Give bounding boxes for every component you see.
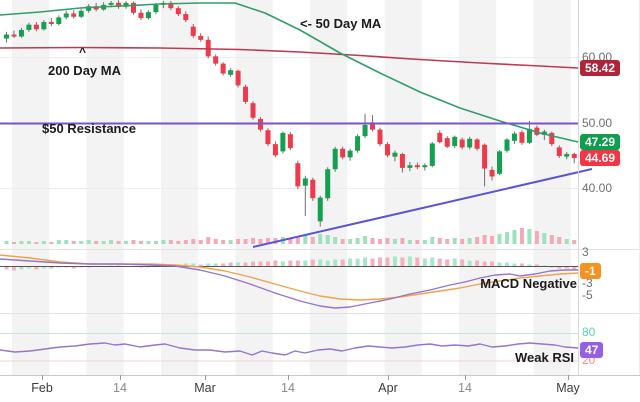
- time-axis-label: 14: [458, 381, 472, 395]
- macd-axis-label: 3: [582, 245, 589, 259]
- price-badge: 44.69: [580, 150, 621, 166]
- annotation-200-day-ma: 200 Day MA: [48, 63, 121, 78]
- time-axis-label: Feb: [31, 381, 53, 395]
- macd-axis-label: -5: [582, 288, 593, 302]
- time-axis-label: 14: [113, 381, 127, 395]
- annotation-caret-icon: ^: [79, 45, 87, 59]
- macd-value-badge: -1: [580, 263, 601, 279]
- time-axis-label: 14: [281, 381, 295, 395]
- macd-axis-label: -3: [582, 276, 593, 290]
- price-badge: 47.29: [580, 134, 621, 150]
- rsi-axis-label: 80: [582, 325, 596, 339]
- price-badge: 58.42: [580, 60, 621, 76]
- annotation-macd-negative: MACD Negative: [480, 276, 577, 291]
- time-axis-label: Apr: [378, 381, 398, 395]
- time-axis-label: Mar: [194, 381, 216, 395]
- time-axis-label: May: [556, 381, 580, 395]
- rsi-value-badge: 47: [580, 342, 604, 358]
- price-axis-label: 40.00: [582, 181, 613, 195]
- annotation-weak-rsi: Weak RSI: [514, 350, 574, 365]
- price-axis-label: 50.00: [582, 116, 613, 130]
- annotation-50-resistance: $50 Resistance: [42, 121, 136, 136]
- annotation-50-day-ma: <- 50 Day MA: [300, 16, 382, 31]
